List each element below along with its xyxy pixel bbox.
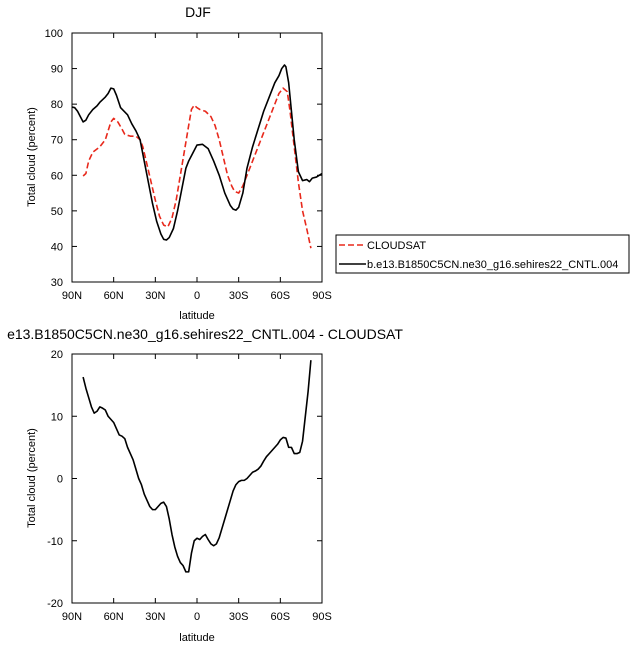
y-tick-label: 10 — [51, 411, 63, 423]
top-y-axis: 30 40 50 60 70 80 90 100 — [45, 28, 322, 289]
legend-label-model: b.e13.B1850C5CN.ne30_g16.sehires22_CNTL.… — [367, 259, 618, 271]
y-tick-label: 60 — [51, 170, 63, 182]
series-line-0 — [82, 360, 312, 573]
y-tick-label: 100 — [45, 28, 63, 40]
bottom-y-axis: -20 -10 0 10 20 — [47, 349, 322, 610]
y-tick-label: 50 — [51, 206, 63, 218]
top-chart-title: DJF — [185, 4, 211, 20]
x-tick-label: 60N — [104, 611, 124, 623]
legend-box — [335, 234, 630, 274]
legend-label-cloudsat: CLOUDSAT — [367, 240, 426, 252]
x-tick-label: 0 — [194, 611, 200, 623]
x-tick-label: 0 — [194, 290, 200, 302]
bottom-chart-title: e13.B1850C5CN.ne30_g16.sehires22_CNTL.00… — [7, 326, 403, 342]
top-x-axis: 90N 60N 30N 0 30S 60S 90S — [62, 33, 332, 302]
bottom-plot-frame — [71, 353, 323, 604]
bottom-x-axis: 90N 60N 30N 0 30S 60S 90S — [62, 354, 332, 623]
bottom-x-axis-label: latitude — [179, 632, 214, 644]
bottom-plot-area — [82, 360, 312, 573]
y-tick-label: -10 — [47, 536, 63, 548]
x-tick-label: 90N — [62, 290, 82, 302]
x-tick-label: 60N — [104, 290, 124, 302]
top-plot-frame — [71, 32, 323, 283]
top-y-axis-label: Total cloud (percent) — [26, 107, 38, 207]
top-plot-area — [71, 64, 323, 249]
x-tick-label: 60S — [271, 611, 291, 623]
y-tick-label: 20 — [51, 349, 63, 361]
top-x-axis-label: latitude — [179, 310, 214, 322]
y-tick-label: -20 — [47, 598, 63, 610]
bottom-chart: e13.B1850C5CN.ne30_g16.sehires22_CNTL.00… — [7, 326, 403, 644]
x-tick-label: 30S — [229, 611, 249, 623]
x-tick-label: 30N — [145, 290, 165, 302]
x-tick-label: 90S — [312, 290, 332, 302]
x-tick-label: 60S — [271, 290, 291, 302]
y-tick-label: 30 — [51, 277, 63, 289]
bottom-y-axis-label: Total cloud (percent) — [26, 428, 38, 528]
y-tick-label: 0 — [57, 474, 63, 486]
series-line-0 — [82, 87, 312, 249]
x-tick-label: 30N — [145, 611, 165, 623]
legend: CLOUDSAT b.e13.B1850C5CN.ne30_g16.sehire… — [335, 234, 630, 274]
y-tick-label: 40 — [51, 241, 63, 253]
x-tick-label: 90S — [312, 611, 332, 623]
y-tick-label: 70 — [51, 135, 63, 147]
y-tick-label: 90 — [51, 64, 63, 76]
y-tick-label: 80 — [51, 99, 63, 111]
x-tick-label: 90N — [62, 611, 82, 623]
series-line-1 — [71, 64, 323, 241]
x-tick-label: 30S — [229, 290, 249, 302]
